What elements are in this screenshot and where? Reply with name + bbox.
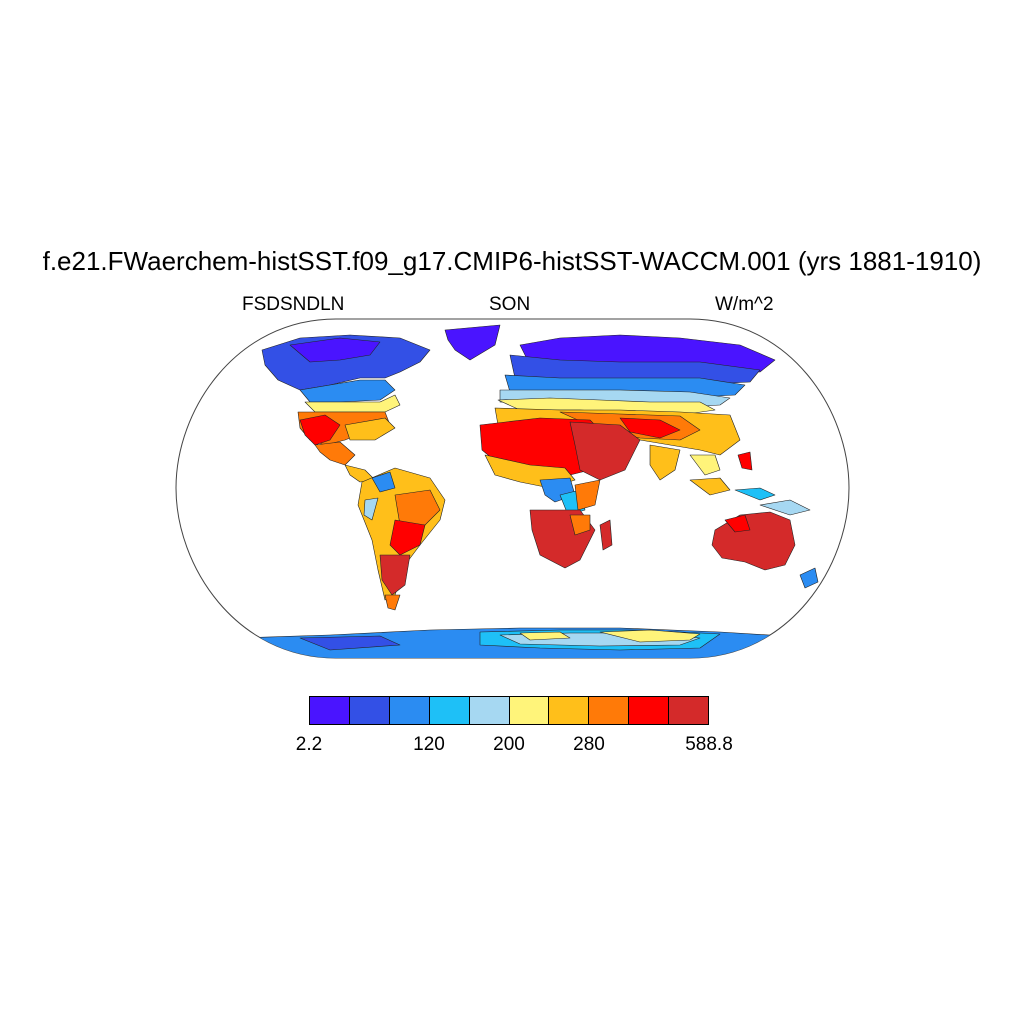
colorbar-box — [389, 697, 430, 724]
plot-title: f.e21.FWaerchem-histSST.f09_g17.CMIP6-hi… — [42, 246, 982, 276]
colorbar-box — [429, 697, 470, 724]
maritime-asia — [689, 451, 811, 516]
africa — [479, 417, 641, 569]
greenland — [444, 324, 501, 361]
colorbar-box — [509, 697, 550, 724]
antarctica — [176, 627, 849, 658]
north-america — [261, 334, 431, 483]
colorbar-tick-label: 280 — [573, 734, 605, 755]
season-label: SON — [489, 294, 531, 315]
colorbar-box — [669, 697, 709, 724]
colorbar-box — [549, 697, 590, 724]
australia — [711, 511, 796, 571]
colorbar-tick-label: 200 — [493, 734, 525, 755]
units-label: W/m^2 — [715, 294, 774, 315]
colorbar-box — [589, 697, 630, 724]
colorbar — [309, 696, 709, 725]
variable-label: FSDSNDLN — [242, 294, 345, 315]
new-zealand — [799, 567, 819, 589]
colorbar-tick-label: 120 — [413, 734, 445, 755]
colorbar-box — [310, 697, 350, 724]
colorbar-box — [349, 697, 390, 724]
south-america — [357, 467, 446, 611]
colorbar-tick-label: 588.8 — [685, 734, 733, 755]
colorbar-tick-label: 2.2 — [295, 734, 323, 755]
colorbar-box — [629, 697, 670, 724]
colorbar-box — [469, 697, 510, 724]
